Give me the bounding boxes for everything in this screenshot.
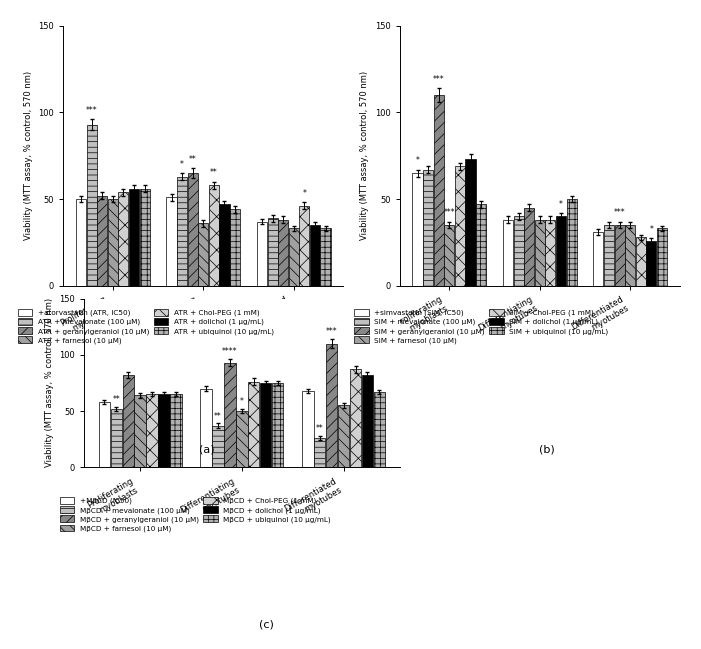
Bar: [545, 220, 555, 286]
Text: ***: ***: [444, 208, 455, 217]
Bar: [465, 159, 475, 286]
Bar: [374, 392, 385, 467]
Bar: [123, 375, 134, 467]
Bar: [535, 220, 545, 286]
Bar: [362, 375, 373, 467]
Bar: [444, 225, 454, 286]
Bar: [268, 218, 278, 286]
Text: (b): (b): [539, 445, 554, 454]
Bar: [212, 426, 224, 467]
Y-axis label: Viability (MTT assay, % control, 570 nm): Viability (MTT assay, % control, 570 nm): [45, 299, 54, 467]
Text: (a): (a): [199, 445, 215, 454]
Bar: [111, 409, 122, 467]
Bar: [147, 394, 158, 467]
Bar: [278, 220, 288, 286]
Bar: [326, 343, 337, 467]
Bar: [476, 204, 486, 286]
Bar: [118, 192, 128, 286]
Bar: [177, 177, 187, 286]
Text: **: **: [316, 424, 324, 433]
Bar: [514, 216, 524, 286]
Bar: [257, 221, 267, 286]
Text: ***: ***: [614, 208, 625, 217]
Bar: [230, 210, 240, 286]
Bar: [99, 402, 110, 467]
Text: *: *: [416, 156, 419, 165]
Text: *: *: [240, 397, 244, 406]
Legend: +MβCD (IC50), MβCD + mevalonate (100 μM), MβCD + geranylgeraniol (10 μM), MβCD +: +MβCD (IC50), MβCD + mevalonate (100 μM)…: [60, 497, 331, 532]
Bar: [289, 228, 299, 286]
Text: (c): (c): [259, 620, 274, 630]
Text: **: **: [214, 411, 222, 421]
Bar: [108, 199, 118, 286]
Bar: [248, 382, 259, 467]
Text: ****: ****: [222, 347, 238, 356]
Bar: [299, 206, 309, 286]
Bar: [615, 225, 625, 286]
Bar: [594, 232, 604, 286]
Bar: [524, 208, 534, 286]
Bar: [412, 173, 423, 286]
Bar: [129, 189, 139, 286]
Bar: [139, 189, 149, 286]
Bar: [604, 225, 614, 286]
Bar: [434, 95, 444, 286]
Text: ***: ***: [433, 75, 444, 84]
Text: *: *: [180, 160, 184, 169]
Bar: [224, 363, 236, 467]
Text: **: **: [210, 168, 218, 177]
Bar: [166, 197, 177, 286]
Bar: [423, 169, 433, 286]
Text: ***: ***: [326, 327, 337, 336]
Bar: [200, 389, 212, 467]
Bar: [236, 411, 247, 467]
Bar: [76, 199, 86, 286]
Bar: [209, 185, 219, 286]
Text: *: *: [302, 189, 306, 198]
Bar: [302, 391, 313, 467]
Text: **: **: [189, 154, 196, 164]
Bar: [87, 125, 97, 286]
Text: **: **: [112, 395, 120, 404]
Bar: [320, 228, 331, 286]
Bar: [135, 395, 146, 467]
Text: ***: ***: [86, 106, 97, 115]
Bar: [657, 228, 667, 286]
Bar: [158, 394, 170, 467]
Bar: [646, 241, 656, 286]
Bar: [314, 438, 325, 467]
Bar: [310, 225, 320, 286]
Text: *: *: [559, 199, 563, 208]
Bar: [566, 199, 577, 286]
Bar: [170, 394, 182, 467]
Bar: [503, 220, 513, 286]
Bar: [198, 223, 208, 286]
Bar: [350, 369, 361, 467]
Bar: [556, 216, 566, 286]
Bar: [625, 225, 635, 286]
Bar: [260, 383, 271, 467]
Bar: [338, 406, 349, 467]
Bar: [272, 383, 283, 467]
Bar: [455, 166, 465, 286]
Legend: +atorvastatin (ATR, IC50), ATR + mevalonate (100 μM), ATR + geranylgeraniol (10 : +atorvastatin (ATR, IC50), ATR + mevalon…: [18, 309, 274, 344]
Bar: [188, 173, 198, 286]
Bar: [636, 237, 646, 286]
Y-axis label: Viability (MTT assay, % control, 570 nm): Viability (MTT assay, % control, 570 nm): [24, 71, 33, 240]
Y-axis label: Viability (MTT assay, % control, 570 nm): Viability (MTT assay, % control, 570 nm): [360, 71, 369, 240]
Legend: +simvastatin (SIM, IC50), SIM + mevalonate (100 μM), SIM + geranylgeraniol (10 μ: +simvastatin (SIM, IC50), SIM + mevalona…: [354, 309, 608, 344]
Bar: [219, 204, 229, 286]
Bar: [97, 195, 107, 286]
Text: *: *: [649, 225, 653, 234]
